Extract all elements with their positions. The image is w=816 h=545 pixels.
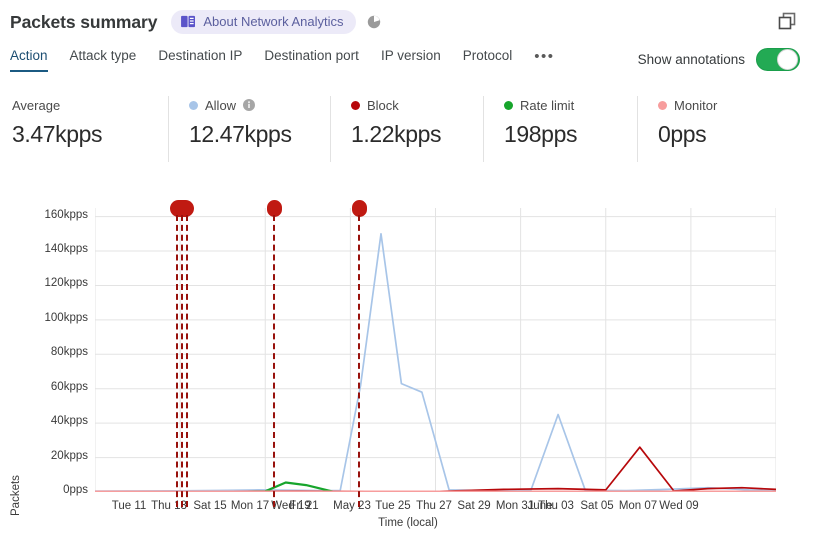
stat-caption-row: Average: [12, 96, 168, 114]
show-annotations-control: Show annotations: [638, 48, 800, 71]
pie-chart-icon: [356, 15, 381, 29]
stat-caption-row: Allow: [189, 96, 330, 114]
annotation-marker-line: [186, 215, 188, 507]
rate-limit-color-dot: [504, 100, 513, 110]
allow-color-dot: [189, 100, 198, 110]
annotation-marker-line: [273, 215, 275, 507]
tab-protocol[interactable]: Protocol: [462, 48, 513, 63]
stat-value: 198pps: [504, 121, 578, 147]
stat-allow: Allow 12.47kpps: [168, 96, 330, 162]
summary-stats: Average 3.47kpps Allow 12.47kpps: [0, 96, 816, 162]
y-tick-label: 0pps: [63, 484, 88, 496]
stat-label: Monitor: [674, 97, 718, 113]
x-tick-label: Wed 09: [659, 500, 699, 512]
annotation-marker-line: [358, 215, 360, 507]
annotation-marker-dot[interactable]: [266, 200, 282, 217]
show-annotations-toggle[interactable]: [756, 48, 800, 71]
stat-caption-row: Block: [351, 96, 483, 114]
show-annotations-label: Show annotations: [637, 52, 745, 67]
stat-average: Average 3.47kpps: [0, 96, 168, 162]
stat-value: 3.47kpps: [12, 121, 103, 147]
x-tick-label: Mon 07: [618, 500, 658, 512]
y-axis-ticks: 0pps 20kpps 40kpps 60kpps 80kpps 100kpps 120kp…: [0, 186, 88, 506]
y-tick-label: 40kpps: [50, 415, 88, 428]
info-icon[interactable]: [243, 99, 256, 111]
y-tick-label: 120kpps: [44, 277, 88, 290]
x-tick-label: Sat 29: [457, 500, 491, 512]
x-tick-label: Mon 17: [230, 500, 270, 512]
x-tick-label: Sat 15: [193, 500, 227, 512]
x-tick-label: May 23: [333, 500, 371, 512]
tab-action[interactable]: Action: [10, 48, 48, 72]
y-tick-label: 20kpps: [50, 449, 88, 462]
plot-area: [94, 208, 777, 493]
x-tick-label: Tue 25: [375, 500, 411, 512]
tab-destination-ip[interactable]: Destination IP: [158, 48, 243, 63]
stat-value: 0pps: [658, 121, 707, 147]
y-tick-label: 100kpps: [44, 311, 88, 324]
y-tick-label: 80kpps: [50, 346, 88, 359]
y-tick-label: 60kpps: [50, 380, 88, 393]
tab-ip-version[interactable]: IP version: [380, 48, 441, 63]
x-axis-title: Time (local): [378, 517, 438, 529]
stat-value: 1.22kpps: [351, 121, 442, 147]
stat-rate-limit: Rate limit 198pps: [483, 96, 637, 162]
stat-label: Block: [367, 97, 399, 113]
annotation-marker-dot[interactable]: [170, 200, 194, 217]
tab-attack-type[interactable]: Attack type: [69, 48, 137, 63]
block-color-dot: [351, 100, 360, 110]
book-icon: [181, 15, 196, 28]
annotation-marker-line: [181, 215, 183, 507]
stat-caption-row: Monitor: [658, 96, 797, 114]
page-title: Packets summary: [10, 11, 158, 32]
tab-destination-port[interactable]: Destination port: [264, 48, 359, 63]
stat-label: Allow: [205, 97, 237, 113]
y-tick-label: 140kpps: [44, 243, 88, 256]
x-tick-label: Mon 31: [495, 500, 535, 512]
x-tick-label: Thu 27: [416, 500, 452, 512]
panel-header: Packets summary About Network Analytics: [0, 0, 816, 44]
stat-label: Rate limit: [520, 97, 575, 113]
stat-block: Block 1.22kpps: [330, 96, 483, 162]
x-tick-label: Sat 05: [580, 500, 614, 512]
toggle-knob: [777, 49, 798, 70]
stat-value: 12.47kpps: [189, 121, 292, 147]
about-badge-label: About Network Analytics: [203, 14, 344, 29]
filter-tabs: Action Attack type Destination IP Destin…: [0, 48, 816, 80]
packets-time-series-chart: Packets 0pps 20kpps 40kpps 60kpps 80kpps 100k…: [0, 186, 816, 545]
annotation-marker-dot[interactable]: [351, 200, 367, 217]
stat-caption-row: Rate limit: [504, 96, 637, 114]
stat-label: Average: [12, 97, 61, 113]
about-network-analytics-badge[interactable]: About Network Analytics: [171, 10, 356, 34]
chart-svg: [94, 208, 777, 493]
annotation-marker-line: [176, 215, 178, 507]
y-tick-label: 160kpps: [44, 208, 88, 221]
x-tick-label: Thu 03: [538, 500, 574, 512]
x-tick-label: Wed 19: [271, 500, 311, 512]
x-tick-label: Fri 21: [289, 500, 319, 512]
x-tick-label: June: [527, 500, 553, 512]
tabs-overflow-button[interactable]: •••: [534, 48, 555, 65]
x-tick-label: Tue 11: [111, 500, 147, 512]
series-line-allow: [94, 232, 777, 492]
monitor-color-dot: [658, 100, 667, 110]
stat-monitor: Monitor 0pps: [637, 96, 797, 162]
